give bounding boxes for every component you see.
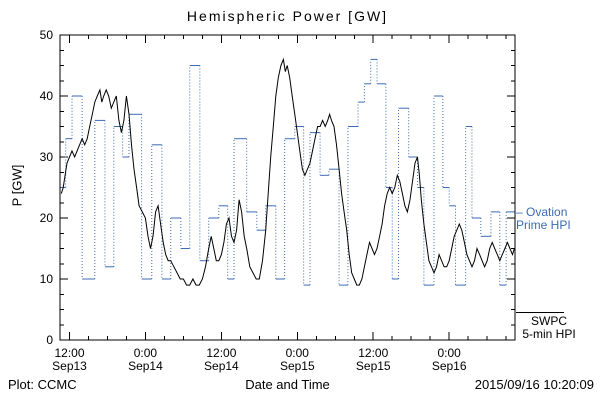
plot-frame <box>59 34 516 341</box>
plot-credit: Plot: CCMC <box>8 377 77 392</box>
x-tick-label-date: Sep14 <box>128 359 163 373</box>
x-tick-label-time: 12:00 <box>54 346 84 360</box>
legend-ovation: – Ovation Prime HPI <box>516 206 571 232</box>
x-tick-label-time: 0:00 <box>286 346 310 360</box>
swpc-line <box>60 57 515 286</box>
legend-ovation-line2: Prime HPI <box>516 218 571 232</box>
x-tick-label-time: 0:00 <box>438 346 462 360</box>
x-tick-label-date: Sep16 <box>432 359 467 373</box>
x-tick-label-date: Sep14 <box>204 359 239 373</box>
x-tick-label-time: 12:00 <box>358 346 388 360</box>
y-tick-label: 0 <box>46 333 53 347</box>
y-tick-label: 10 <box>40 272 54 286</box>
x-tick-label-date: Sep13 <box>52 359 87 373</box>
x-tick-label-date: Sep15 <box>356 359 391 373</box>
y-tick-label: 20 <box>40 211 54 225</box>
x-tick-label-time: 12:00 <box>206 346 236 360</box>
timestamp: 2015/09/16 10:20:09 <box>474 377 594 392</box>
swpc-legend-line <box>516 312 564 313</box>
y-tick-label: 40 <box>40 89 54 103</box>
legend-swpc-line1: SWPC <box>531 314 567 328</box>
legend-swpc-line2: 5-min HPI <box>522 327 576 341</box>
chart-title: Hemispheric Power [GW] <box>186 8 389 24</box>
legend-ovation-line1: – Ovation <box>516 205 568 219</box>
y-tick-label: 50 <box>40 28 54 42</box>
y-tick-label: 30 <box>40 150 54 164</box>
x-tick-label-time: 0:00 <box>134 346 158 360</box>
x-tick-label-date: Sep15 <box>280 359 315 373</box>
legend-swpc: SWPC 5-min HPI <box>516 315 582 341</box>
x-axis-label: Date and Time <box>245 377 330 392</box>
